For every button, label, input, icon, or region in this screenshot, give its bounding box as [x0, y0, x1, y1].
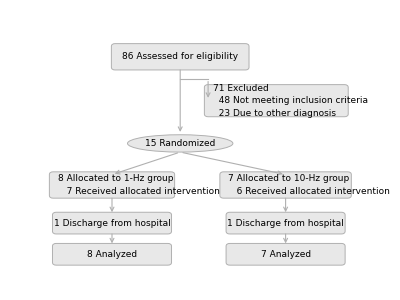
- FancyBboxPatch shape: [226, 212, 345, 234]
- Text: 71 Excluded
  48 Not meeting inclusion criteria
  23 Due to other diagnosis: 71 Excluded 48 Not meeting inclusion cri…: [213, 84, 368, 118]
- Text: 1 Discharge from hospital: 1 Discharge from hospital: [54, 219, 170, 228]
- Ellipse shape: [128, 135, 233, 152]
- FancyBboxPatch shape: [52, 212, 172, 234]
- Text: 7 Analyzed: 7 Analyzed: [260, 250, 311, 259]
- Text: 15 Randomized: 15 Randomized: [145, 139, 215, 148]
- FancyBboxPatch shape: [52, 243, 172, 265]
- Text: 7 Allocated to 10-Hz group
   6 Received allocated intervention: 7 Allocated to 10-Hz group 6 Received al…: [228, 174, 390, 196]
- FancyBboxPatch shape: [220, 172, 351, 198]
- FancyBboxPatch shape: [111, 44, 249, 70]
- FancyBboxPatch shape: [226, 243, 345, 265]
- Text: 86 Assessed for eligibility: 86 Assessed for eligibility: [122, 52, 238, 61]
- Text: 8 Allocated to 1-Hz group
   7 Received allocated intervention: 8 Allocated to 1-Hz group 7 Received all…: [58, 174, 220, 196]
- Text: 8 Analyzed: 8 Analyzed: [87, 250, 137, 259]
- FancyBboxPatch shape: [49, 172, 175, 198]
- Text: 1 Discharge from hospital: 1 Discharge from hospital: [227, 219, 344, 228]
- FancyBboxPatch shape: [204, 85, 348, 117]
